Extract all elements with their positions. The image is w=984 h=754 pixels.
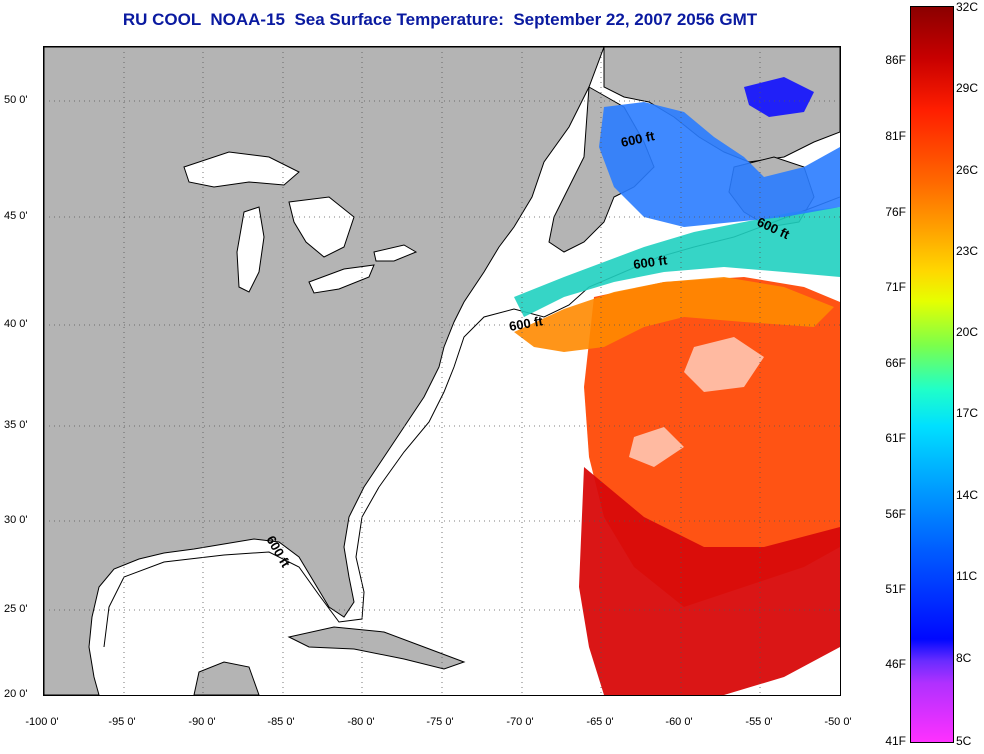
lon-label-100: -100 0' <box>25 716 59 728</box>
lon-label-65: -65 0' <box>586 716 614 728</box>
colorbar-f-76: 76F <box>885 205 906 219</box>
lat-label-20: 20 0' <box>4 688 28 700</box>
lat-label-45: 45 0' <box>4 210 28 222</box>
lake-superior <box>183 151 300 188</box>
colorbar-f-46: 46F <box>885 657 906 671</box>
sst-cold-labrador <box>599 102 840 227</box>
map-title: RU COOL NOAA-15 Sea Surface Temperature:… <box>122 10 758 29</box>
colorbar-f-61: 61F <box>885 431 906 445</box>
colorbar-f-66: 66F <box>885 356 906 370</box>
contour-label-newyork: 600 ft <box>508 313 545 334</box>
lon-label-90: -90 0' <box>188 716 216 728</box>
colorbar-c-17: 17C <box>956 406 979 420</box>
colorbar-c-23: 23C <box>956 244 979 258</box>
colorbar-c-5: 5C <box>956 734 972 748</box>
lat-label-30: 30 0' <box>4 514 28 526</box>
contour-label-georges: 600 ft <box>632 252 668 272</box>
sst-hot-south <box>579 467 840 695</box>
lat-label-40: 40 0' <box>4 318 28 330</box>
lon-label-50: -50 0' <box>824 716 852 728</box>
colorbar-f-71: 71F <box>885 280 906 294</box>
colorbar-c-20: 20C <box>956 325 979 339</box>
colorbar-c-14: 14C <box>956 488 979 502</box>
sst-map[interactable]: 600 ft 600 ft 600 ft 600 ft 600 ft <box>43 46 841 696</box>
colorbar-f-41: 41F <box>885 734 906 748</box>
sst-cool-shelf <box>514 207 840 317</box>
sst-coldest-patch <box>744 77 814 117</box>
colorbar-c-29: 29C <box>956 81 979 95</box>
lon-label-70: -70 0' <box>506 716 534 728</box>
colorbar-f-81: 81F <box>885 129 906 143</box>
land-north-america <box>44 47 605 695</box>
lake-huron <box>288 196 355 258</box>
colorbar-f-86: 86F <box>885 53 906 67</box>
contour-label-newfoundland: 600 ft <box>620 128 657 150</box>
lat-label-50: 50 0' <box>4 94 28 106</box>
lat-label-35: 35 0' <box>4 419 28 431</box>
colorbar-c-32: 32C <box>956 0 979 14</box>
lon-label-85: -85 0' <box>267 716 295 728</box>
graticule <box>44 47 840 695</box>
lon-label-80: -80 0' <box>347 716 375 728</box>
lake-michigan <box>236 206 265 293</box>
colorbar-c-8: 8C <box>956 651 972 665</box>
land-yucatan <box>193 661 260 695</box>
colorbar-c-26: 26C <box>956 163 979 177</box>
lat-label-25: 25 0' <box>4 603 28 615</box>
lake-erie <box>308 264 375 294</box>
lon-label-95: -95 0' <box>108 716 136 728</box>
land-cuba <box>287 626 466 670</box>
lake-ontario <box>373 244 418 262</box>
lon-label-75: -75 0' <box>426 716 454 728</box>
lon-label-55: -55 0' <box>745 716 773 728</box>
sst-white-clouds <box>629 337 764 467</box>
map-canvas: 600 ft 600 ft 600 ft 600 ft 600 ft <box>44 47 840 695</box>
shelf-contour-gulf <box>103 486 380 648</box>
colorbar-f-56: 56F <box>885 507 906 521</box>
lon-label-60: -60 0' <box>665 716 693 728</box>
colorbar-f-51: 51F <box>885 582 906 596</box>
sst-orange-north <box>514 277 834 352</box>
colorbar-c-11: 11C <box>956 569 978 583</box>
temperature-colorbar <box>910 6 954 743</box>
